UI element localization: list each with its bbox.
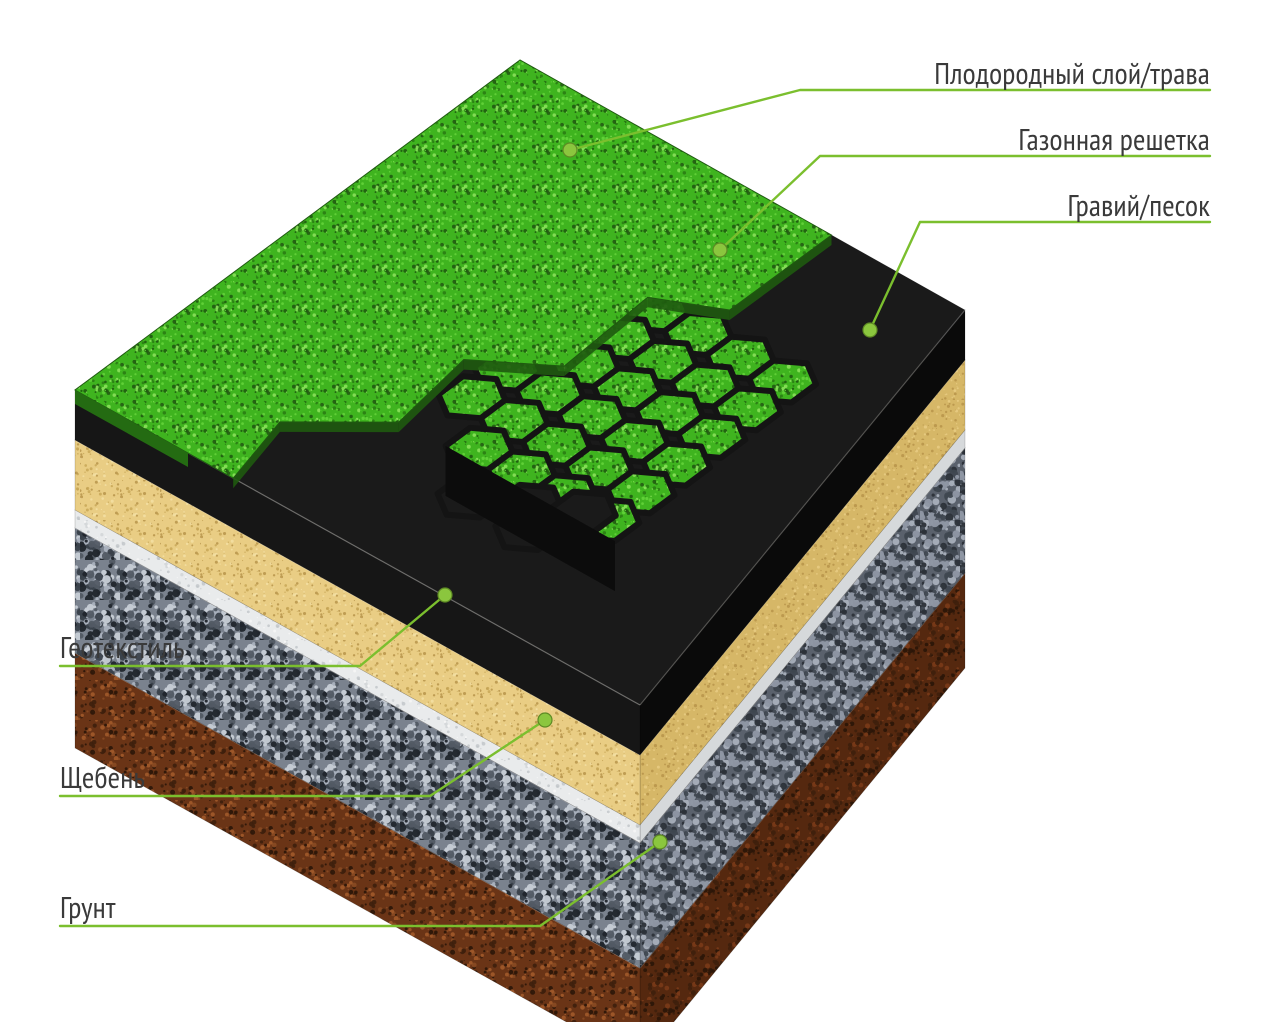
- callout-geotextile-label: Геотекстиль: [60, 628, 185, 667]
- leader-dot-sand: [863, 323, 877, 337]
- callout-grass-label: Плодородный слой/трава: [934, 54, 1210, 93]
- callout-grid-label: Газонная решетка: [1018, 120, 1210, 159]
- callout-crushed-label: Щебень: [60, 758, 145, 797]
- leader-dot-crushed: [538, 713, 552, 727]
- leader-dot-grass: [563, 143, 577, 157]
- leader-dot-grid: [713, 243, 727, 257]
- leader-dot-soil: [653, 835, 667, 849]
- callout-sand-label: Гравий/песок: [1067, 186, 1210, 225]
- diagram-stage: Плодородный слой/трава Газонная решетка …: [0, 0, 1280, 1022]
- callout-soil-label: Грунт: [60, 888, 116, 927]
- leader-dot-geotextile: [438, 588, 452, 602]
